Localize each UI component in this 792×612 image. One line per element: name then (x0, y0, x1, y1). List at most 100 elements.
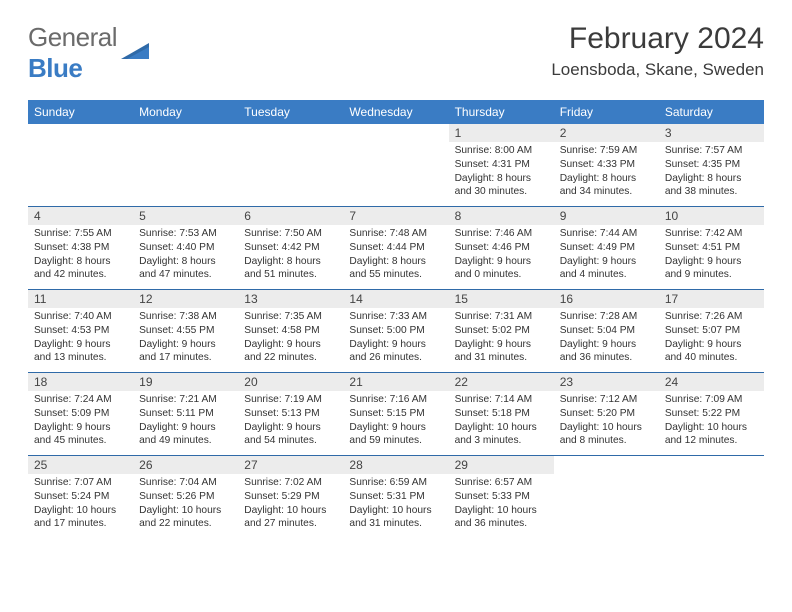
day-details: Sunrise: 7:24 AMSunset: 5:09 PMDaylight:… (28, 391, 133, 452)
daylight-text: Daylight: 10 hours and 12 minutes. (665, 421, 758, 449)
day-details: Sunrise: 6:57 AMSunset: 5:33 PMDaylight:… (449, 474, 554, 535)
day-number: 5 (133, 207, 238, 225)
calendar-week: 18Sunrise: 7:24 AMSunset: 5:09 PMDayligh… (28, 373, 764, 456)
sunset-text: Sunset: 5:04 PM (560, 324, 653, 338)
weekday-header: Friday (554, 100, 659, 124)
calendar-cell: 3Sunrise: 7:57 AMSunset: 4:35 PMDaylight… (659, 124, 764, 206)
sunset-text: Sunset: 5:18 PM (455, 407, 548, 421)
calendar-cell (659, 456, 764, 538)
calendar-cell: 26Sunrise: 7:04 AMSunset: 5:26 PMDayligh… (133, 456, 238, 538)
calendar-cell (28, 124, 133, 206)
day-number: 13 (238, 290, 343, 308)
logo: General Blue (28, 22, 149, 84)
sunset-text: Sunset: 4:38 PM (34, 241, 127, 255)
daylight-text: Daylight: 9 hours and 4 minutes. (560, 255, 653, 283)
day-number: 17 (659, 290, 764, 308)
calendar-week: 4Sunrise: 7:55 AMSunset: 4:38 PMDaylight… (28, 207, 764, 290)
sunset-text: Sunset: 5:20 PM (560, 407, 653, 421)
sunrise-text: Sunrise: 7:44 AM (560, 227, 653, 241)
sunrise-text: Sunrise: 6:59 AM (349, 476, 442, 490)
sunset-text: Sunset: 4:51 PM (665, 241, 758, 255)
sunset-text: Sunset: 4:33 PM (560, 158, 653, 172)
daylight-text: Daylight: 8 hours and 47 minutes. (139, 255, 232, 283)
day-number: 7 (343, 207, 448, 225)
calendar-cell: 7 Sunrise: 7:48 AMSunset: 4:44 PMDaylight… (343, 207, 448, 289)
sunrise-text: Sunrise: 7:48 AM (349, 227, 442, 241)
sunrise-text: Sunrise: 7:24 AM (34, 393, 127, 407)
calendar-cell: 2Sunrise: 7:59 AMSunset: 4:33 PMDaylight… (554, 124, 659, 206)
sunset-text: Sunset: 4:44 PM (349, 241, 442, 255)
calendar-cell: 1Sunrise: 8:00 AMSunset: 4:31 PMDaylight… (449, 124, 554, 206)
day-number: 22 (449, 373, 554, 391)
sunset-text: Sunset: 5:29 PM (244, 490, 337, 504)
day-number: 27 (238, 456, 343, 474)
calendar-cell (343, 124, 448, 206)
daylight-text: Daylight: 10 hours and 22 minutes. (139, 504, 232, 532)
day-details: Sunrise: 7:02 AMSunset: 5:29 PMDaylight:… (238, 474, 343, 535)
daylight-text: Daylight: 9 hours and 36 minutes. (560, 338, 653, 366)
day-details: Sunrise: 7:33 AMSunset: 5:00 PMDaylight:… (343, 308, 448, 369)
sunrise-text: Sunrise: 8:00 AM (455, 144, 548, 158)
calendar-cell: 8Sunrise: 7:46 AMSunset: 4:46 PMDaylight… (449, 207, 554, 289)
sunset-text: Sunset: 5:02 PM (455, 324, 548, 338)
sunset-text: Sunset: 5:07 PM (665, 324, 758, 338)
calendar-cell (554, 456, 659, 538)
header-right: February 2024 Loensboda, Skane, Sweden (551, 22, 764, 80)
daylight-text: Daylight: 9 hours and 40 minutes. (665, 338, 758, 366)
day-number: 21 (343, 373, 448, 391)
day-details: Sunrise: 7:38 AMSunset: 4:55 PMDaylight:… (133, 308, 238, 369)
calendar-cell (133, 124, 238, 206)
sunset-text: Sunset: 4:35 PM (665, 158, 758, 172)
daylight-text: Daylight: 9 hours and 13 minutes. (34, 338, 127, 366)
day-details: Sunrise: 7:53 AMSunset: 4:40 PMDaylight:… (133, 225, 238, 286)
sunrise-text: Sunrise: 7:35 AM (244, 310, 337, 324)
calendar-cell: 29Sunrise: 6:57 AMSunset: 5:33 PMDayligh… (449, 456, 554, 538)
sunrise-text: Sunrise: 7:50 AM (244, 227, 337, 241)
sunset-text: Sunset: 5:24 PM (34, 490, 127, 504)
day-details: Sunrise: 6:59 AMSunset: 5:31 PMDaylight:… (343, 474, 448, 535)
day-number: 2 (554, 124, 659, 142)
daylight-text: Daylight: 8 hours and 30 minutes. (455, 172, 548, 200)
sunrise-text: Sunrise: 7:26 AM (665, 310, 758, 324)
sunrise-text: Sunrise: 7:38 AM (139, 310, 232, 324)
day-details: Sunrise: 7:14 AMSunset: 5:18 PMDaylight:… (449, 391, 554, 452)
calendar-cell: 13Sunrise: 7:35 AMSunset: 4:58 PMDayligh… (238, 290, 343, 372)
day-details: Sunrise: 7:42 AMSunset: 4:51 PMDaylight:… (659, 225, 764, 286)
calendar-header-row: Sunday Monday Tuesday Wednesday Thursday… (28, 100, 764, 124)
day-details: Sunrise: 7:28 AMSunset: 5:04 PMDaylight:… (554, 308, 659, 369)
day-number (28, 124, 133, 128)
daylight-text: Daylight: 9 hours and 45 minutes. (34, 421, 127, 449)
day-details: Sunrise: 8:00 AMSunset: 4:31 PMDaylight:… (449, 142, 554, 203)
day-number: 4 (28, 207, 133, 225)
logo-text: General Blue (28, 22, 117, 84)
calendar-cell: 19Sunrise: 7:21 AMSunset: 5:11 PMDayligh… (133, 373, 238, 455)
sunrise-text: Sunrise: 7:21 AM (139, 393, 232, 407)
calendar-cell: 15Sunrise: 7:31 AMSunset: 5:02 PMDayligh… (449, 290, 554, 372)
day-number: 6 (238, 207, 343, 225)
day-details: Sunrise: 7:19 AMSunset: 5:13 PMDaylight:… (238, 391, 343, 452)
sunrise-text: Sunrise: 7:09 AM (665, 393, 758, 407)
sunrise-text: Sunrise: 7:33 AM (349, 310, 442, 324)
sunrise-text: Sunrise: 7:46 AM (455, 227, 548, 241)
daylight-text: Daylight: 9 hours and 9 minutes. (665, 255, 758, 283)
calendar-cell: 6 Sunrise: 7:50 AMSunset: 4:42 PMDaylight… (238, 207, 343, 289)
weekday-header: Sunday (28, 100, 133, 124)
daylight-text: Daylight: 8 hours and 55 minutes. (349, 255, 442, 283)
calendar-cell (238, 124, 343, 206)
sunrise-text: Sunrise: 7:16 AM (349, 393, 442, 407)
weekday-header: Wednesday (343, 100, 448, 124)
calendar-week: 11Sunrise: 7:40 AMSunset: 4:53 PMDayligh… (28, 290, 764, 373)
daylight-text: Daylight: 8 hours and 51 minutes. (244, 255, 337, 283)
daylight-text: Daylight: 9 hours and 26 minutes. (349, 338, 442, 366)
daylight-text: Daylight: 8 hours and 42 minutes. (34, 255, 127, 283)
daylight-text: Daylight: 9 hours and 54 minutes. (244, 421, 337, 449)
sunset-text: Sunset: 4:42 PM (244, 241, 337, 255)
day-number (659, 456, 764, 460)
day-details: Sunrise: 7:16 AMSunset: 5:15 PMDaylight:… (343, 391, 448, 452)
day-number: 16 (554, 290, 659, 308)
sunset-text: Sunset: 4:49 PM (560, 241, 653, 255)
day-number (554, 456, 659, 460)
sunrise-text: Sunrise: 7:07 AM (34, 476, 127, 490)
sunset-text: Sunset: 5:00 PM (349, 324, 442, 338)
day-number (133, 124, 238, 128)
